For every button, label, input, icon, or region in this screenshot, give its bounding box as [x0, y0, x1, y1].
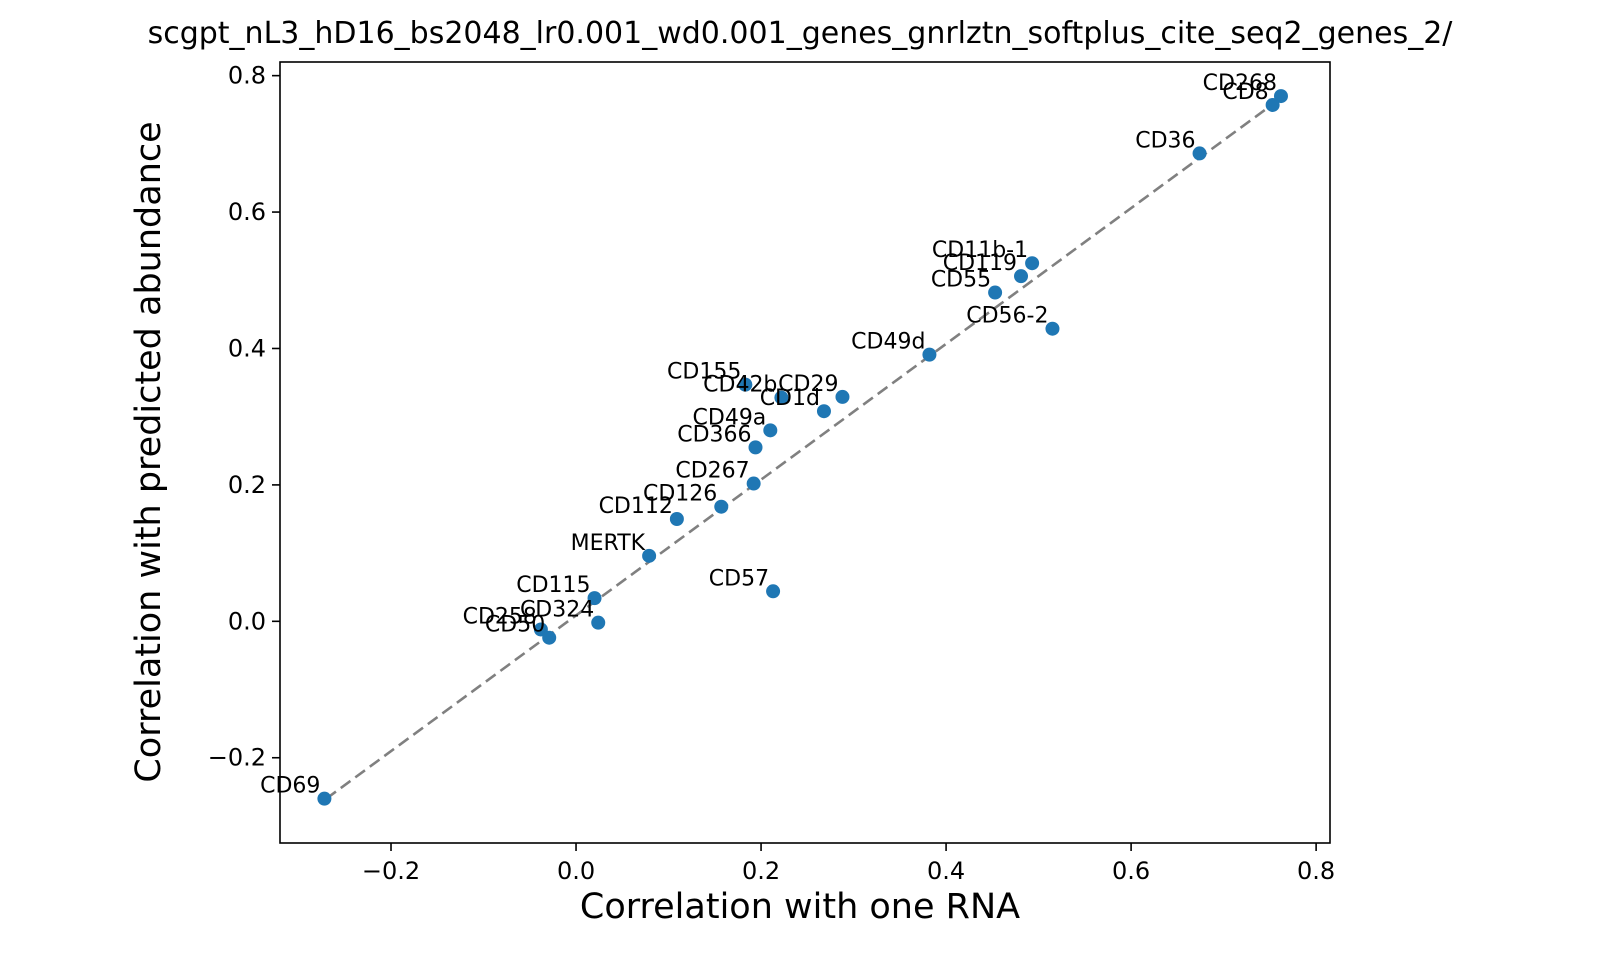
point-label-cd119: CD119	[943, 251, 1017, 276]
x-tick-label: 0.6	[1112, 857, 1150, 885]
x-tick-label: −0.2	[362, 857, 420, 885]
reference-line	[325, 98, 1280, 800]
y-tick-label: 0.8	[228, 62, 266, 90]
point-cd115	[587, 591, 602, 606]
point-cd57	[766, 584, 781, 599]
point-cd55	[988, 285, 1003, 300]
point-label-cd366: CD366	[677, 422, 751, 447]
point-cd42b	[774, 390, 789, 405]
y-tick-label: 0.2	[228, 471, 266, 499]
point-cd29	[835, 389, 850, 404]
point-label-cd42b: CD42b	[703, 373, 777, 398]
point-cd267	[746, 476, 761, 491]
x-tick-label: 0.4	[927, 857, 965, 885]
point-label-cd11b-1: CD11b-1	[932, 238, 1028, 263]
y-axis-ticks: −0.2 0.0 0.2 0.4 0.6 0.8	[208, 62, 280, 772]
y-tick-label: 0.0	[228, 607, 266, 635]
point-label-cd56-2: CD56-2	[966, 304, 1048, 329]
x-axis-ticks: −0.2 0.0 0.2 0.4 0.6 0.8	[362, 843, 1335, 885]
y-tick-label: 0.4	[228, 334, 266, 362]
point-cd36	[1192, 146, 1207, 161]
point-label-cd126: CD126	[643, 482, 717, 507]
point-label-cd49d: CD49d	[851, 330, 925, 355]
point-label-cd57: CD57	[709, 566, 769, 591]
point-label-mertk: MERTK	[571, 531, 646, 556]
data-points	[317, 89, 1288, 806]
point-label-cd258: CD258	[463, 605, 537, 630]
point-cd49a	[763, 423, 778, 438]
point-cd8	[1265, 97, 1280, 112]
point-label-cd267: CD267	[675, 459, 749, 484]
point-label-cd324: CD324	[520, 598, 594, 623]
chart-title: scgpt_nL3_hD16_bs2048_lr0.001_wd0.001_ge…	[148, 16, 1454, 51]
y-tick-label: 0.6	[228, 198, 266, 226]
point-label-cd69: CD69	[260, 774, 320, 799]
point-label-cd268: CD268	[1203, 71, 1277, 96]
y-tick-label: −0.2	[208, 744, 266, 772]
point-cd366	[748, 440, 763, 455]
point-mertk	[642, 548, 657, 563]
point-label-cd29: CD29	[778, 372, 838, 397]
point-label-cd155: CD155	[667, 360, 741, 385]
x-tick-label: 0.0	[557, 857, 595, 885]
point-cd324	[591, 615, 606, 630]
point-cd1d	[816, 404, 831, 419]
point-label-cd1d: CD1d	[760, 386, 820, 411]
point-cd268	[1273, 89, 1288, 104]
x-tick-label: 0.8	[1297, 857, 1335, 885]
point-label-cd8: CD8	[1222, 80, 1268, 105]
x-axis-label: Correlation with one RNA	[580, 887, 1020, 927]
point-label-cd50: CD50	[485, 613, 545, 638]
point-cd119	[1014, 269, 1029, 284]
point-cd155	[738, 377, 753, 392]
point-cd11b-1	[1025, 256, 1040, 271]
point-label-cd115: CD115	[516, 573, 590, 598]
point-cd112	[669, 512, 684, 527]
point-cd49d	[922, 347, 937, 362]
point-cd126	[714, 499, 729, 514]
point-label-cd112: CD112	[599, 494, 673, 519]
plot-frame	[279, 61, 1331, 844]
point-label-cd55: CD55	[931, 268, 991, 293]
x-tick-label: 0.2	[742, 857, 780, 885]
y-axis-label: Correlation with predicted abundance	[129, 121, 169, 782]
point-label-cd36: CD36	[1135, 128, 1195, 153]
point-cd56-2	[1045, 321, 1060, 336]
point-cd69	[317, 791, 332, 806]
point-label-cd49a: CD49a	[693, 405, 767, 430]
point-cd50	[542, 630, 557, 645]
